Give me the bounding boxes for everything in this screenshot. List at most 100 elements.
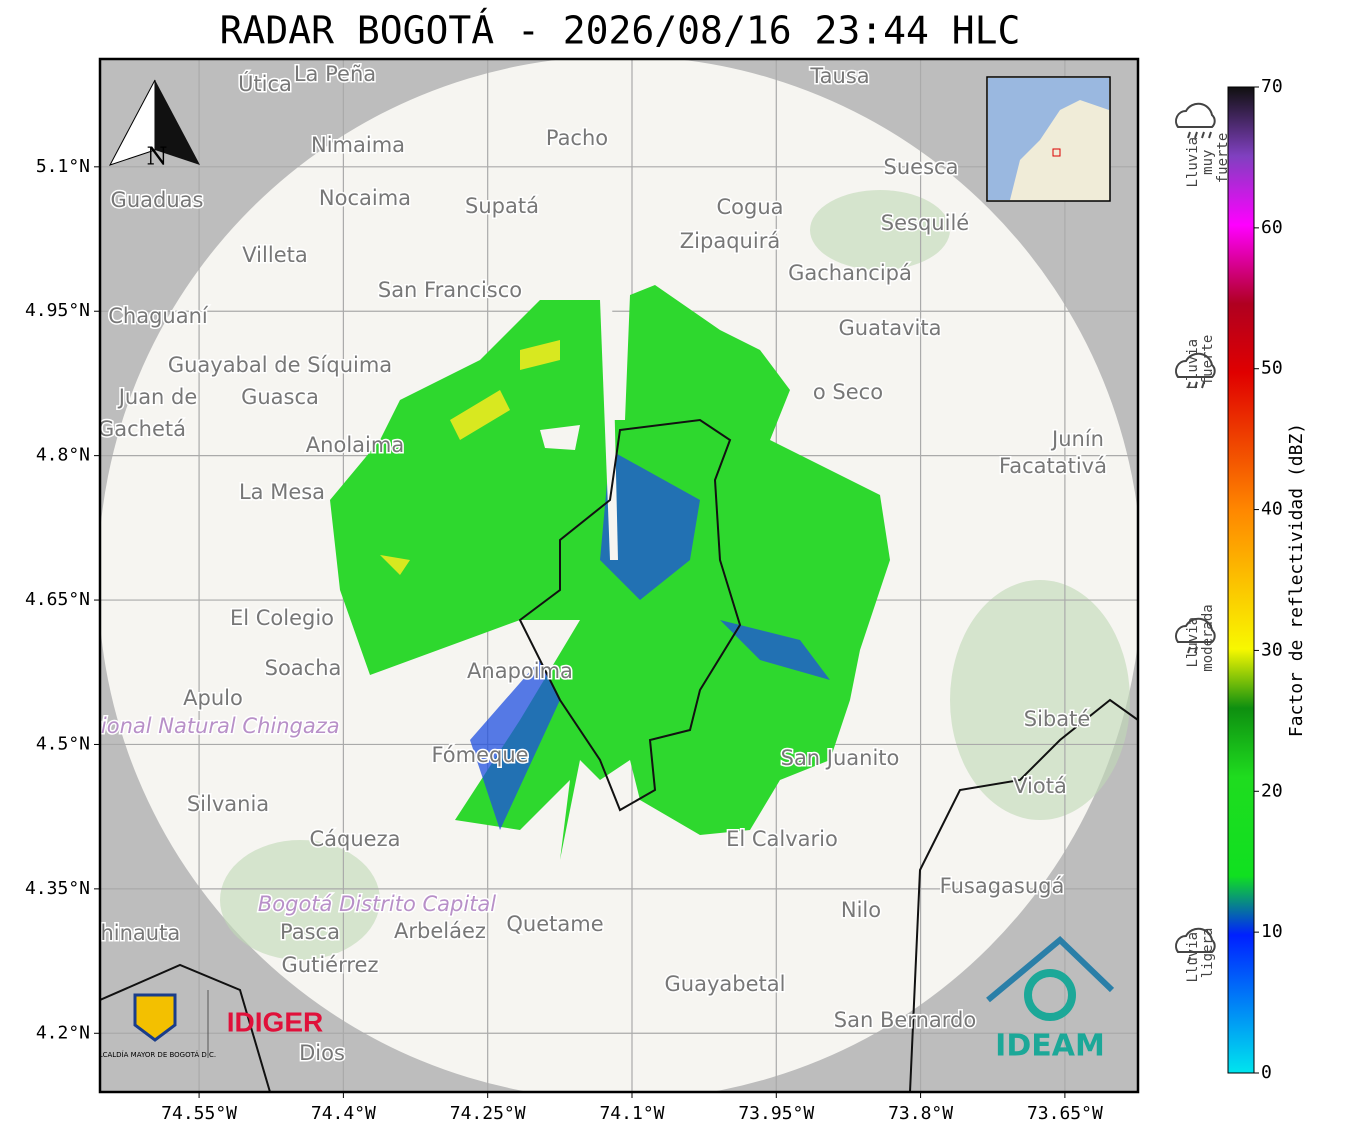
rain-drop <box>1187 956 1191 964</box>
alcaldia-text: ALCALDÍA MAYOR DE BOGOTÁ D.C. <box>94 1050 216 1059</box>
place-label: Útica <box>238 71 292 96</box>
place-label: La Peña <box>294 62 376 86</box>
place-label: Tausa <box>809 64 869 88</box>
place-label: Anapoima <box>467 659 573 683</box>
lat-tick-label: 4.95°N <box>25 300 90 321</box>
place-label: San Juanito <box>781 746 900 770</box>
rain-icon <box>1175 102 1216 128</box>
colorbar-tick-label: 40 <box>1261 499 1283 520</box>
rain-drop <box>1187 381 1191 389</box>
place-label: Cogua <box>716 195 783 219</box>
rain-drop <box>1187 131 1191 139</box>
place-label: Viotá <box>1013 774 1067 798</box>
colorbar-tick-label: 70 <box>1261 76 1283 97</box>
place-label: Fusagasugá <box>940 874 1065 898</box>
place-label: Chinauta <box>86 921 180 945</box>
colorbar-label: Factor de reflectividad (dBZ) <box>1286 423 1307 737</box>
colorbar-tick-label: 20 <box>1261 780 1283 801</box>
lon-tick-label: 73.8°W <box>888 1103 953 1124</box>
place-label: o Seco <box>813 380 883 404</box>
place-label: La Mesa <box>239 480 325 504</box>
bogota-boundary <box>518 418 742 812</box>
place-label: San Bernardo <box>834 1008 976 1032</box>
place-label: Pasca <box>280 920 340 944</box>
place-label: Fómeque <box>431 743 528 767</box>
place-label: Supatá <box>465 194 539 218</box>
lat-tick-label: 4.35°N <box>25 878 90 899</box>
terrain <box>220 190 1130 960</box>
place-label: Guaduas <box>111 188 204 212</box>
ideam-logo: IDEAM <box>995 1029 1105 1064</box>
place-label: Arbeláez <box>394 919 486 943</box>
place-label: Pacho <box>546 126 608 150</box>
lon-tick-label: 74.1°W <box>599 1103 664 1124</box>
idiger-logo: IDIGER <box>227 1006 323 1037</box>
place-label: Nilo <box>841 898 881 922</box>
place-label: Anolaima <box>306 433 404 457</box>
place-label: Quetame <box>506 912 603 936</box>
place-label: Bogotá Distrito Capital <box>258 892 496 916</box>
colorbar-tick-label: 30 <box>1261 639 1283 660</box>
lat-tick-label: 4.65°N <box>25 589 90 610</box>
north-arrow: N <box>108 79 200 171</box>
rain-drop <box>1201 131 1205 139</box>
colorbar-tick-label: 10 <box>1261 921 1283 942</box>
lat-tick-label: 5.1°N <box>36 156 90 177</box>
place-label: Suesca <box>884 155 959 179</box>
place-label: Villeta <box>242 243 307 267</box>
place-label: Guayabal de Síquima <box>168 353 392 377</box>
rain-icon <box>1175 617 1216 643</box>
place-label: Dios <box>299 1041 345 1065</box>
place-label: Guatavita <box>839 316 942 340</box>
rain-icon <box>1175 352 1216 378</box>
place-label: Gachancipá <box>788 261 912 285</box>
place-label: Zipaquirá <box>680 229 780 253</box>
rain-category-label: Lluvia moderada <box>1185 604 1216 671</box>
place-label: Soacha <box>265 656 342 680</box>
place-label: Silvania <box>187 792 269 816</box>
rain-drop <box>1194 646 1198 654</box>
rain-categories: Lluvia ligera Lluvia moderada Lluvia fuert… <box>1175 102 1231 983</box>
place-label: Sesquilé <box>881 211 969 235</box>
lon-tick-label: 74.55°W <box>161 1103 237 1124</box>
place-label: El Colegio <box>230 606 334 630</box>
rain-drop <box>1187 646 1191 654</box>
place-label: Gutiérrez <box>282 953 379 977</box>
rain-category: Lluvia muy fuerte <box>1175 102 1231 188</box>
lat-tick-label: 4.8°N <box>36 445 90 466</box>
rain-category: Lluvia ligera <box>1175 923 1216 983</box>
department-boundary <box>100 698 1138 1092</box>
colorbar-tick-label: 50 <box>1261 358 1283 379</box>
place-label: Cáqueza <box>310 827 401 851</box>
rain-drop <box>1194 131 1198 139</box>
places: Útica La Peña Tausa Pacho Nimaima Guaduas Noca… <box>0 61 1108 1067</box>
lon-tick-label: 73.65°W <box>1027 1103 1103 1124</box>
rain-category-label: Lluvia muy fuerte <box>1185 128 1231 187</box>
lon-tick-label: 74.4°W <box>311 1103 376 1124</box>
rain-icon <box>1175 927 1216 953</box>
lat-tick-label: 4.2°N <box>36 1022 90 1043</box>
lat-tick-label: 4.5°N <box>36 733 90 754</box>
rain-category-label: Lluvia fuerte <box>1185 330 1216 389</box>
place-label: Sibaté <box>1024 707 1091 731</box>
colorbar-tick-label: 0 <box>1261 1062 1272 1083</box>
place-label: Apulo <box>183 686 243 710</box>
rain-drop <box>1208 131 1212 139</box>
place-label: Nimaima <box>311 133 405 157</box>
rain-drop <box>1201 381 1205 389</box>
rain-category: Lluvia fuerte <box>1175 330 1216 390</box>
colorbar-tick-label: 60 <box>1261 217 1283 238</box>
axes: 74.55°W 74.4°W 74.25°W 74.1°W 73.95°W 73.8°W 7… <box>25 156 1103 1124</box>
rain-category-label: Lluvia ligera <box>1185 923 1216 982</box>
lon-tick-label: 74.25°W <box>450 1103 526 1124</box>
logo-ideam: IDEAM <box>986 935 1115 1064</box>
north-label: N <box>147 143 168 171</box>
map-frame <box>98 57 1140 1094</box>
logo-alcaldia: ALCALDÍA MAYOR DE BOGOTÁ D.C. IDIGER <box>94 990 323 1059</box>
place-label: Guasca <box>241 385 319 409</box>
title: RADAR BOGOTÁ - 2026/08/16 23:44 HLC <box>220 9 1021 53</box>
place-label: Parque Nacional Natural Chingaza <box>0 714 340 738</box>
colorbar <box>1227 86 1255 1074</box>
place-label: Nocaima <box>319 186 411 210</box>
place-label: Junín <box>1050 427 1104 451</box>
